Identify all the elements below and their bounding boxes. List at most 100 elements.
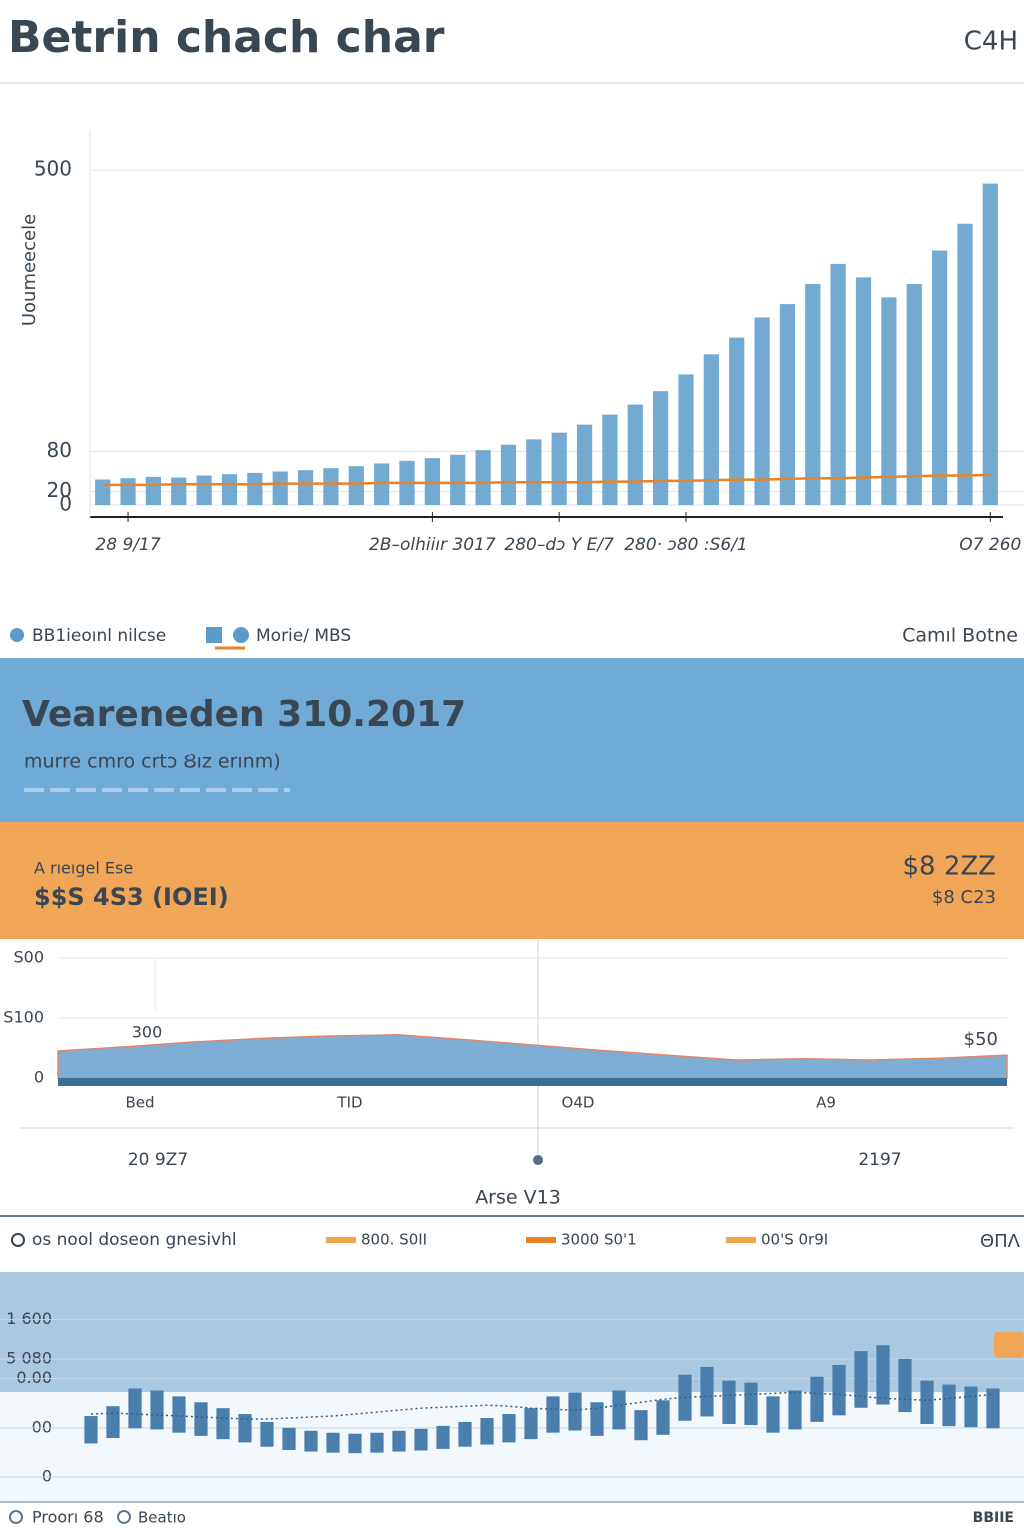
bar <box>805 284 821 505</box>
bar <box>216 1408 230 1440</box>
bar <box>272 471 288 505</box>
bar <box>247 472 263 505</box>
legend-swatch <box>726 1237 756 1243</box>
banner-subtitle: murre cmro crtɔ Ȣız erınm) <box>24 751 281 773</box>
x-tick-label: Bed <box>125 1094 154 1112</box>
footer-right[interactable]: BBIIE <box>973 1510 1014 1526</box>
bar <box>729 337 745 505</box>
area <box>57 1034 1008 1079</box>
bar <box>678 374 694 505</box>
footer-left: Proorı 68 <box>32 1508 104 1527</box>
bar <box>348 1433 362 1454</box>
bar <box>194 1402 208 1436</box>
footer-icon <box>9 1510 23 1524</box>
bar <box>855 277 872 505</box>
annotation: $50 <box>964 1029 998 1050</box>
bar <box>304 1430 318 1452</box>
icon[interactable] <box>994 1332 1024 1358</box>
legend-entry: 800. S0II <box>361 1231 427 1249</box>
legend-icon <box>10 628 24 642</box>
dotted-line <box>90 1391 994 1420</box>
y-tick-label: S100 <box>3 1008 44 1027</box>
y-tick-label: 500 <box>34 157 72 181</box>
chart-background <box>0 1392 1024 1502</box>
summary-label: A rıeıgel Ese <box>34 859 133 878</box>
bar <box>576 424 593 505</box>
bar <box>526 439 542 505</box>
bar <box>323 468 339 505</box>
y-tick-label: 0 <box>42 1467 52 1486</box>
legend-swatch <box>326 1237 356 1243</box>
bar <box>260 1421 274 1447</box>
legend-icon <box>206 627 222 643</box>
bar <box>500 444 517 505</box>
summary-band <box>0 822 1024 939</box>
bar <box>424 458 440 505</box>
bar <box>876 1345 890 1405</box>
y-tick-label: 0 <box>34 1068 44 1087</box>
bar <box>374 463 390 505</box>
bar <box>653 391 669 505</box>
legend-icon <box>11 1233 25 1247</box>
bar <box>634 1410 648 1441</box>
y-tick-label: 80 <box>47 438 72 462</box>
y-tick-label: 1 600 <box>6 1309 52 1328</box>
bar <box>703 354 719 505</box>
bar <box>502 1414 516 1443</box>
bar <box>964 1386 978 1428</box>
bar <box>546 1396 560 1433</box>
bar <box>957 223 973 505</box>
title: Betrin chach char <box>8 12 445 63</box>
bar <box>766 1396 780 1433</box>
bar <box>370 1432 384 1453</box>
y-tick-label: 0 <box>59 492 72 516</box>
x-tick-label: 280–dɔ Y E/7 <box>504 535 614 555</box>
bar <box>196 475 212 505</box>
bar <box>931 250 948 505</box>
chart-background <box>0 1272 1024 1392</box>
bar <box>238 1414 252 1443</box>
y-axis-label: Uoumeecele <box>19 214 40 326</box>
bar <box>920 1380 934 1424</box>
x-tick-label: 28 9/17 <box>95 535 160 555</box>
bar <box>150 1390 164 1430</box>
annotation: 300 <box>132 1023 163 1042</box>
bar <box>106 1406 120 1439</box>
bar <box>627 404 643 505</box>
bar <box>282 1427 296 1450</box>
period-label: 20 9Z7 <box>128 1150 188 1170</box>
bar <box>568 1392 582 1431</box>
y-tick-label: 5 080 <box>6 1349 52 1368</box>
line <box>102 473 991 487</box>
legend-right: ΘΠΛ <box>980 1231 1021 1252</box>
x-tick-label: 2B–olhiiır 3017 <box>369 535 496 555</box>
bar <box>172 1396 186 1433</box>
period-label: 2197 <box>858 1150 901 1170</box>
baseline-band <box>58 1078 1007 1086</box>
bar <box>480 1418 494 1445</box>
legend-swatch <box>526 1237 556 1243</box>
bar <box>84 1416 98 1444</box>
bar <box>881 297 897 505</box>
summary-right-sub: $8 C23 <box>932 887 996 908</box>
bar <box>171 477 187 505</box>
legend-entry: Morie/ MBS <box>256 626 351 646</box>
footer-middle: Beatıo <box>138 1509 186 1527</box>
bar <box>458 1421 472 1447</box>
legend-entry: 3000 S0'1 <box>561 1231 637 1249</box>
bar <box>120 478 136 505</box>
bar <box>95 479 111 505</box>
bar <box>754 317 770 505</box>
bar <box>475 450 491 505</box>
y-tick-label: S00 <box>13 948 44 967</box>
bar <box>392 1430 406 1452</box>
badge: C4H <box>964 27 1018 57</box>
bar <box>414 1428 428 1451</box>
bar <box>551 432 567 505</box>
legend-icon <box>233 627 249 643</box>
summary-value: $$S 4S3 (IOEI) <box>34 883 229 911</box>
bar <box>906 284 922 505</box>
x-tick-label: TID <box>336 1094 362 1112</box>
x-tick-label: O7 260 <box>959 535 1021 555</box>
